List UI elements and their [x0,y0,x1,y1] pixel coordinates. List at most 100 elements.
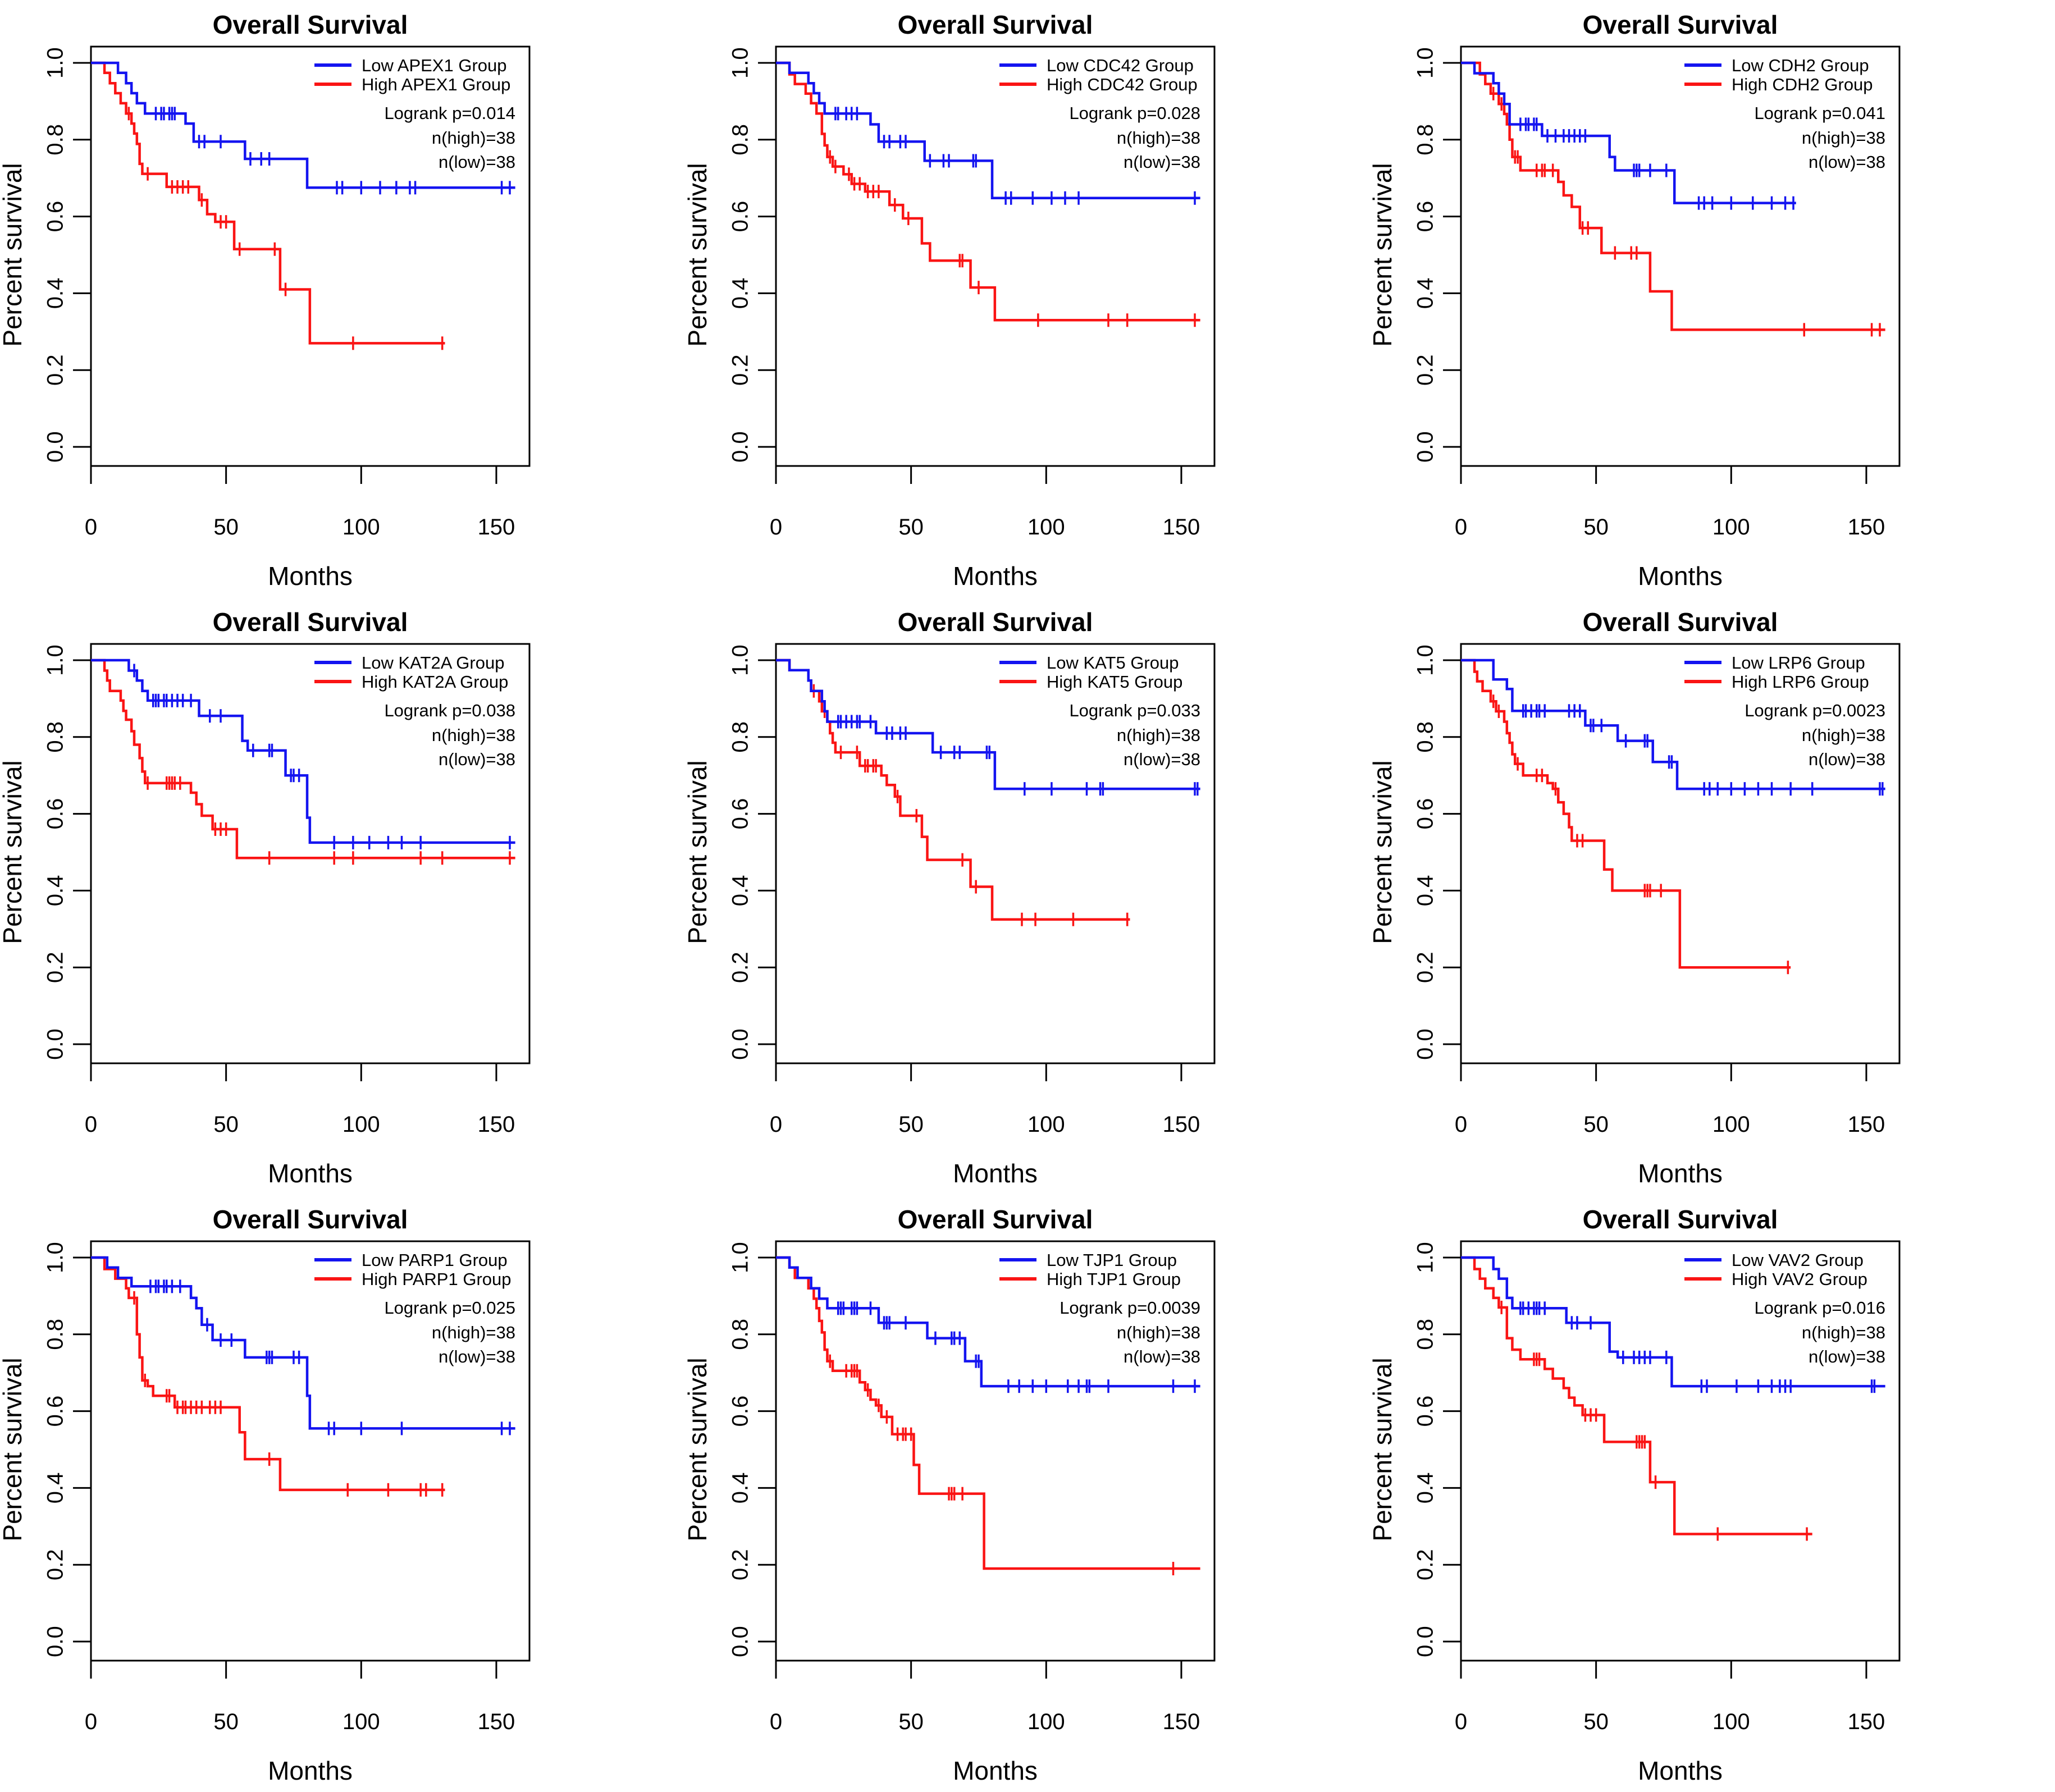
survival-panel-TJP1: Overall Survival 0 50 100 150 0.0 0.2 0.4 0.6 0.8… [685,1195,1370,1792]
km-plot-LRP6: Overall Survival 0 50 100 150 0.0 0.2 0.4 0.6 0.8… [1370,607,1901,1188]
legend-label-low: Low KAT2A Group [362,653,504,673]
legend-label-low: Low CDC42 Group [1047,56,1194,75]
x-tick-label: 100 [342,1709,380,1734]
x-axis-label: Months [268,1756,353,1785]
x-tick-label: 150 [1163,1709,1200,1734]
logrank-p-label: Logrank p=0.014 [384,103,515,123]
logrank-p-label: Logrank p=0.0039 [1060,1298,1200,1318]
survival-panel-VAV2: Overall Survival 0 50 100 150 0.0 0.2 0.4 0.6 0.8… [1370,1195,2055,1792]
x-tick-label: 150 [1848,1112,1885,1137]
km-curve-low-KAT5 [776,659,1200,790]
x-tick-label: 0 [770,515,782,540]
logrank-p-label: Logrank p=0.041 [1754,103,1885,123]
km-plot-TJP1: Overall Survival 0 50 100 150 0.0 0.2 0.4 0.6 0.8… [685,1205,1216,1785]
logrank-p-label: Logrank p=0.038 [384,701,515,720]
n-low-label: n(low)=38 [439,1347,515,1366]
x-tick-label: 100 [1712,515,1750,540]
y-tick-label: 0.4 [43,875,68,907]
y-tick-label: 0.6 [43,1396,68,1427]
x-tick-label: 50 [898,515,924,540]
km-curve-low-CDC42 [776,61,1200,200]
y-tick-label: 0.0 [728,1028,753,1060]
y-tick-label: 0.2 [1413,1549,1438,1580]
km-curve-high-LRP6 [1461,659,1791,969]
y-tick-label: 1.0 [43,644,68,676]
x-tick-label: 150 [1848,515,1885,540]
n-low-label: n(low)=38 [439,152,515,172]
survival-panel-KAT5: Overall Survival 0 50 100 150 0.0 0.2 0.4 0.6 0.8… [685,597,1370,1195]
x-tick-label: 50 [898,1112,924,1137]
n-low-label: n(low)=38 [1809,152,1885,172]
x-tick-label: 50 [1583,1709,1609,1734]
legend-label-low: Low KAT5 Group [1047,653,1179,673]
survival-panel-APEX1: Overall Survival 0 50 100 150 0.0 0.2 0.4 0.6 0.8… [0,0,685,597]
km-plot-KAT2A: Overall Survival 0 50 100 150 0.0 0.2 0.4 0.6 0.8… [0,607,531,1188]
y-tick-label: 1.0 [43,47,68,79]
y-tick-label: 0.8 [1413,1319,1438,1350]
km-plot-PARP1: Overall Survival 0 50 100 150 0.0 0.2 0.4 0.6 0.8… [0,1205,531,1785]
legend-label-high: High VAV2 Group [1732,1269,1867,1289]
legend-label-low: Low VAV2 Group [1732,1250,1864,1270]
n-high-label: n(high)=38 [1802,128,1885,148]
x-tick-label: 0 [770,1709,782,1734]
x-tick-label: 50 [1583,515,1609,540]
survival-panel-PARP1: Overall Survival 0 50 100 150 0.0 0.2 0.4 0.6 0.8… [0,1195,685,1792]
panel-title: Overall Survival [1583,607,1778,637]
y-tick-label: 0.0 [43,1028,68,1060]
panel-title: Overall Survival [898,1205,1093,1234]
legend-label-high: High PARP1 Group [362,1269,512,1289]
y-tick-label: 0.2 [728,354,753,386]
x-tick-label: 0 [85,515,97,540]
y-tick-label: 0.4 [1413,875,1438,907]
y-tick-label: 0.6 [1413,201,1438,232]
logrank-p-label: Logrank p=0.028 [1069,103,1200,123]
y-tick-label: 0.0 [1413,1626,1438,1657]
y-tick-label: 1.0 [728,47,753,79]
x-tick-label: 100 [1028,1709,1065,1734]
km-curve-low-PARP1 [91,1256,515,1430]
logrank-p-label: Logrank p=0.033 [1069,701,1200,720]
x-axis-label: Months [1638,1756,1723,1785]
y-axis-label: Percent survival [685,163,712,346]
y-tick-label: 0.0 [728,1626,753,1657]
n-high-label: n(high)=38 [1802,1323,1885,1342]
y-axis-label: Percent survival [1370,163,1397,346]
y-tick-label: 0.8 [728,1319,753,1350]
x-tick-label: 0 [770,1112,782,1137]
survival-panel-KAT2A: Overall Survival 0 50 100 150 0.0 0.2 0.4 0.6 0.8… [0,597,685,1195]
y-tick-label: 0.8 [728,721,753,753]
n-high-label: n(high)=38 [1117,725,1200,745]
x-tick-label: 100 [1712,1709,1750,1734]
plot-box [1460,643,1901,1064]
legend-label-low: Low PARP1 Group [362,1250,508,1270]
n-low-label: n(low)=38 [1124,1347,1200,1366]
x-tick-label: 50 [1583,1112,1609,1137]
panel-title: Overall Survival [1583,10,1778,39]
y-tick-label: 1.0 [728,1242,753,1273]
n-low-label: n(low)=38 [1809,749,1885,769]
legend-label-high: High KAT2A Group [362,672,508,692]
y-tick-label: 0.4 [43,278,68,309]
x-axis-label: Months [953,561,1038,591]
survival-panel-LRP6: Overall Survival 0 50 100 150 0.0 0.2 0.4 0.6 0.8… [1370,597,2055,1195]
x-tick-label: 100 [1028,515,1065,540]
plot-box [1460,45,1901,467]
y-tick-label: 0.8 [43,1319,68,1350]
y-tick-label: 0.8 [43,721,68,753]
x-tick-label: 0 [1455,515,1467,540]
n-low-label: n(low)=38 [439,749,515,769]
y-tick-label: 0.4 [43,1473,68,1504]
x-tick-label: 150 [478,1112,515,1137]
x-tick-label: 150 [1848,1709,1885,1734]
y-tick-label: 0.6 [43,201,68,232]
panel-title: Overall Survival [898,10,1093,39]
x-tick-label: 50 [898,1709,924,1734]
y-tick-label: 0.8 [728,124,753,156]
n-low-label: n(low)=38 [1124,749,1200,769]
legend-label-high: High TJP1 Group [1047,1269,1181,1289]
panel-title: Overall Survival [898,607,1093,637]
y-tick-label: 1.0 [1413,1242,1438,1273]
y-tick-label: 1.0 [728,644,753,676]
km-plot-VAV2: Overall Survival 0 50 100 150 0.0 0.2 0.4 0.6 0.8… [1370,1205,1901,1785]
km-curve-low-LRP6 [1461,659,1885,790]
